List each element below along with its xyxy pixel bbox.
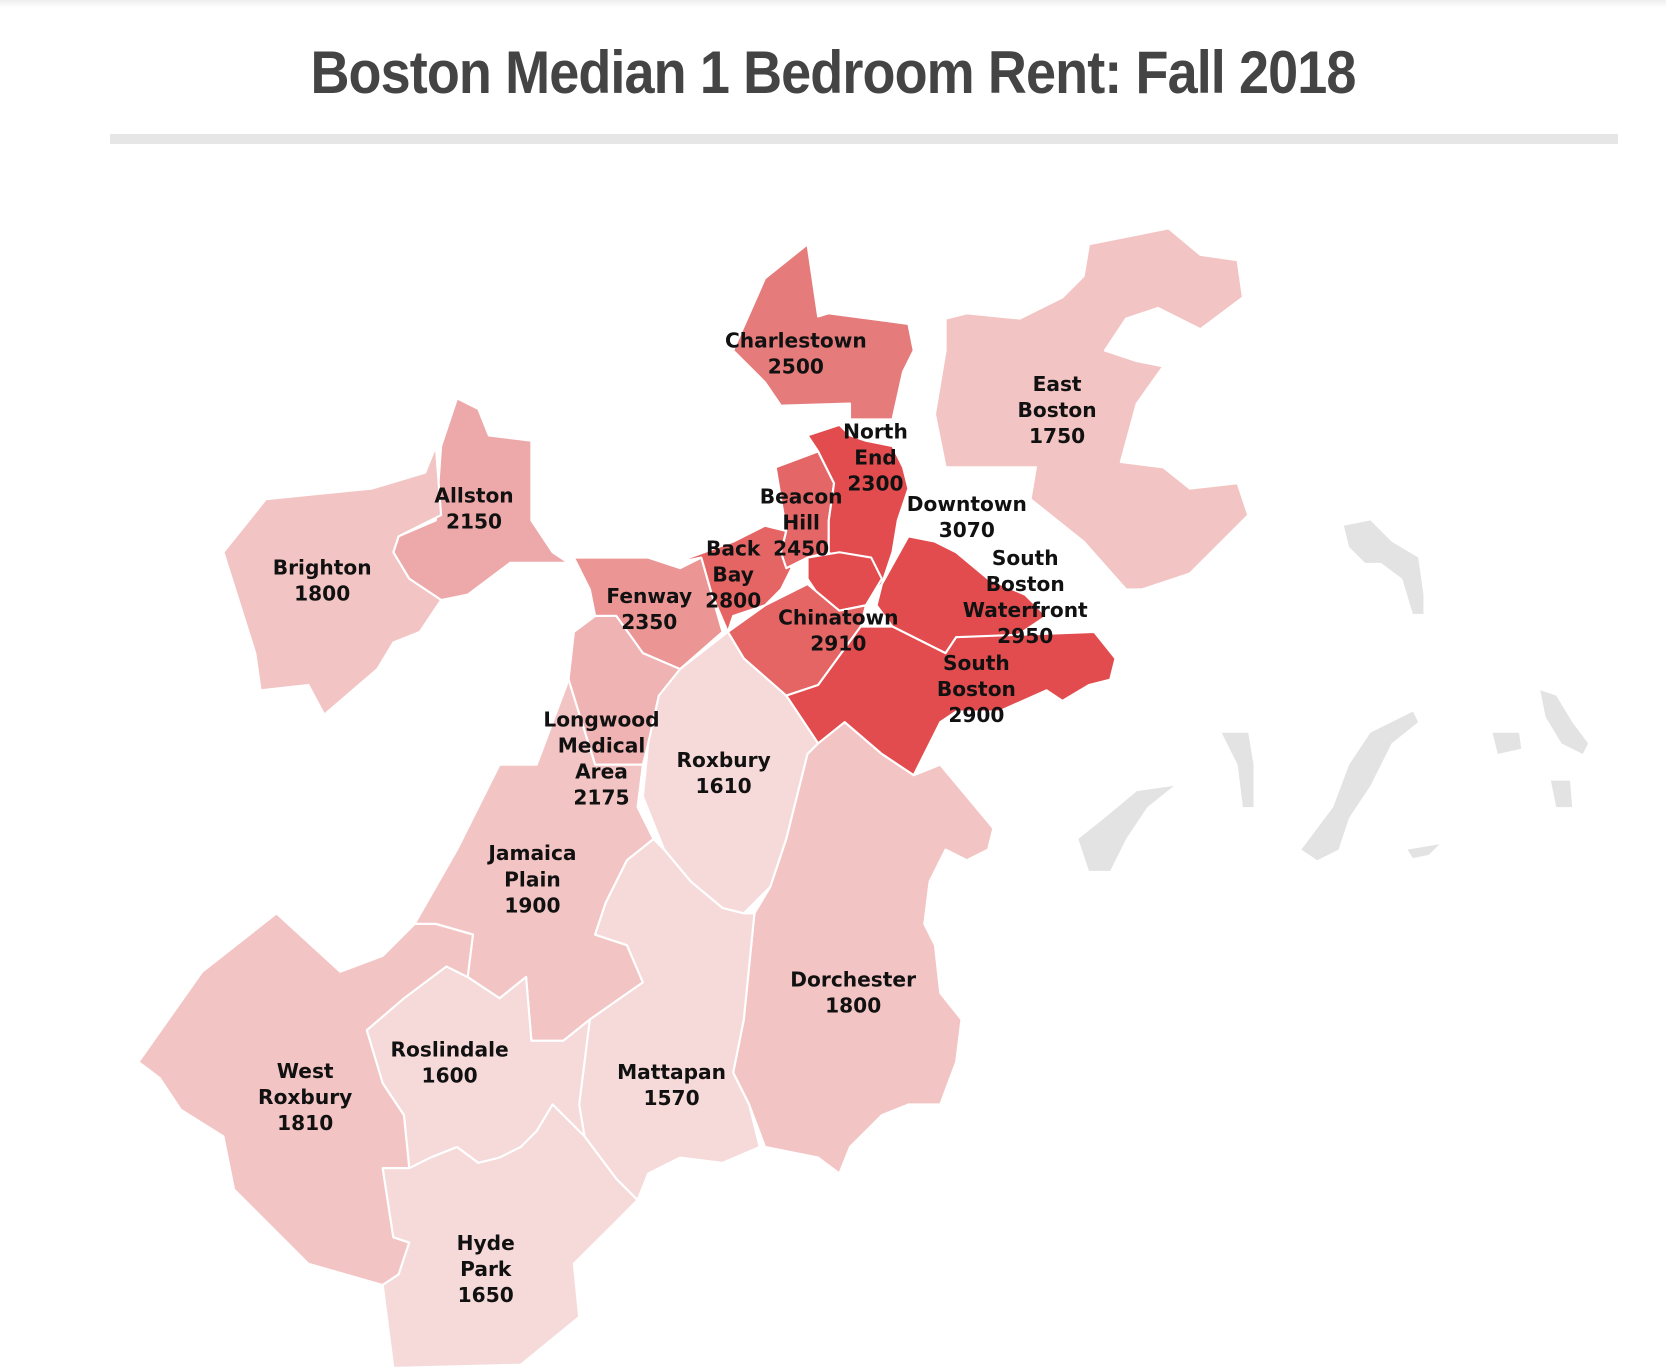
region-allston[interactable] — [392, 397, 570, 602]
neighborhood-name: End — [854, 446, 897, 470]
neighborhood-name: Medical — [558, 733, 646, 757]
neighborhood-name: Fenway — [606, 584, 692, 608]
rent-value: 2350 — [621, 610, 677, 634]
region-fenway[interactable] — [572, 556, 724, 671]
neighborhood-name: Jamaica — [486, 841, 576, 865]
label-east-boston: East Boston 1750 — [1018, 372, 1097, 448]
neighborhood-name: Boston — [1018, 398, 1097, 422]
island — [1343, 520, 1424, 614]
neighborhood-name: Longwood — [543, 707, 659, 731]
rent-value: 2300 — [847, 472, 903, 496]
neighborhood-name: Beacon — [760, 484, 843, 508]
island — [1221, 732, 1254, 808]
label-brighton: Brighton 1800 — [273, 556, 372, 606]
neighborhood-name: Waterfront — [963, 598, 1088, 622]
rent-value: 1800 — [825, 994, 881, 1018]
rent-value: 2900 — [948, 703, 1004, 727]
label-hyde-park: Hyde Park 1650 — [457, 1231, 515, 1307]
neighborhood-name: Boston — [937, 677, 1016, 701]
label-west-roxbury: West Roxbury 1810 — [258, 1059, 352, 1135]
label-roxbury: Roxbury 1610 — [676, 748, 770, 798]
rent-value: 2175 — [573, 785, 629, 809]
region-charlestown[interactable] — [732, 243, 915, 421]
label-dorchester: Dorchester 1800 — [790, 968, 916, 1018]
label-south-boston-waterfront: South Boston Waterfront 2950 — [963, 546, 1088, 648]
neighborhood-name: Roxbury — [258, 1085, 352, 1109]
island — [1078, 785, 1174, 871]
neighborhood-name: North — [843, 420, 908, 444]
harbor-islands — [1078, 520, 1589, 871]
rent-value: 1750 — [1029, 424, 1085, 448]
label-north-end: North End 2300 — [843, 420, 908, 496]
neighborhood-name: Plain — [504, 867, 561, 891]
map-title: Boston Median 1 Bedroom Rent: Fall 2018 — [310, 39, 1356, 106]
region-east-boston[interactable] — [933, 227, 1250, 591]
neighborhood-name: Downtown — [907, 492, 1027, 516]
rent-value: 1810 — [277, 1111, 333, 1135]
region-back-bay[interactable] — [673, 524, 793, 633]
label-south-boston: South Boston 2900 — [937, 651, 1016, 727]
rent-value: 3070 — [939, 518, 995, 542]
rent-value: 1610 — [696, 774, 752, 798]
neighborhood-name: South — [992, 546, 1059, 570]
neighborhood-name: Roxbury — [676, 748, 770, 772]
neighborhood-name: Brighton — [273, 556, 372, 580]
neighborhood-name: Back — [706, 536, 761, 560]
neighborhood-name: Dorchester — [790, 968, 916, 992]
top-shadow — [0, 0, 1666, 8]
rent-value: 2910 — [810, 631, 866, 655]
neighborhood-name: Mattapan — [617, 1060, 726, 1084]
label-chinatown: Chinatown 2910 — [778, 605, 898, 655]
neighborhood-name: Park — [460, 1257, 512, 1281]
label-beacon-hill: Beacon Hill 2450 — [760, 484, 843, 560]
label-allston: Allston 2150 — [434, 483, 513, 533]
island — [1492, 732, 1522, 755]
label-jamaica-plain: Jamaica Plain 1900 — [486, 841, 576, 917]
rent-value: 2450 — [773, 536, 829, 560]
title-divider — [110, 134, 1618, 144]
rent-value: 1600 — [422, 1064, 478, 1088]
region-brighton[interactable] — [222, 444, 443, 716]
island — [1550, 780, 1573, 808]
island — [1301, 711, 1419, 861]
neighborhood-name: Roslindale — [391, 1038, 509, 1062]
rent-value: 1900 — [504, 893, 560, 917]
island — [1540, 690, 1589, 755]
neighborhood-name: Hyde — [457, 1231, 515, 1255]
neighborhood-name: Chinatown — [778, 605, 898, 629]
neighborhood-name: Boston — [986, 572, 1065, 596]
island — [1407, 844, 1440, 859]
neighborhood-name: Hill — [782, 510, 820, 534]
rent-value: 1800 — [294, 582, 350, 606]
label-fenway: Fenway 2350 — [606, 584, 692, 634]
neighborhood-name: East — [1033, 372, 1082, 396]
rent-value: 1650 — [458, 1283, 514, 1307]
neighborhood-name: South — [943, 651, 1010, 675]
neighborhood-name: Allston — [434, 483, 513, 507]
region-hyde-park[interactable] — [381, 1103, 639, 1369]
region-north-end[interactable] — [806, 423, 910, 596]
label-longwood: Longwood Medical Area 2175 — [543, 707, 659, 809]
neighborhood-name: Charlestown — [725, 328, 867, 352]
label-roslindale: Roslindale 1600 — [391, 1038, 509, 1088]
rent-value: 2150 — [446, 509, 502, 533]
neighborhood-name: Bay — [712, 562, 753, 586]
neighborhood-name: West — [277, 1059, 334, 1083]
label-downtown: Downtown 3070 — [907, 492, 1027, 542]
rent-value: 2800 — [705, 588, 761, 612]
region-west-roxbury[interactable] — [137, 912, 475, 1287]
label-back-bay: Back Bay 2800 — [705, 536, 761, 612]
rent-value: 2950 — [997, 624, 1053, 648]
rent-value: 1570 — [644, 1086, 700, 1110]
neighborhood-name: Area — [575, 759, 628, 783]
label-mattapan: Mattapan 1570 — [617, 1060, 726, 1110]
label-charlestown: Charlestown 2500 — [725, 328, 867, 378]
rent-value: 2500 — [768, 354, 824, 378]
